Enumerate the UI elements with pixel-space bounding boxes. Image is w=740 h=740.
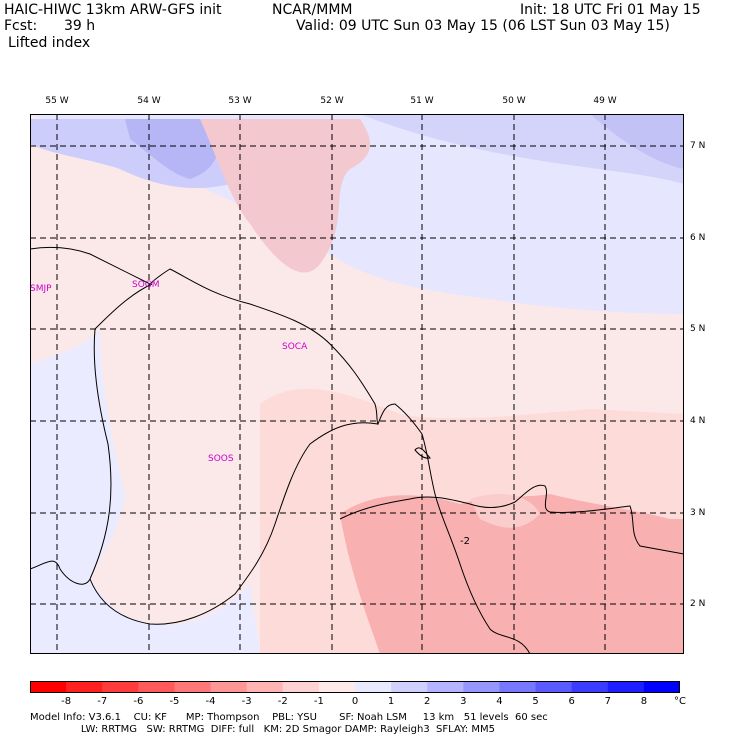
- org-label: NCAR/MMM: [272, 2, 353, 18]
- lon-label: 54 W: [137, 96, 161, 106]
- colorbar: [30, 681, 680, 693]
- contour-label: -2: [460, 536, 470, 547]
- field-region-negative-1: [200, 119, 370, 273]
- colorbar-tick-label: 1: [387, 696, 395, 707]
- colorbar-swatch: [463, 681, 500, 693]
- colorbar-tick-label: -5: [169, 696, 180, 707]
- field-region-positive-5: [590, 114, 684, 169]
- colorbar-swatch: [174, 681, 212, 693]
- station-label: SOCA: [282, 342, 308, 352]
- colorbar-tick-label: 8: [640, 696, 648, 707]
- model-info-line2: LW: RRTMG SW: RRTMG DIFF: full KM: 2D Sm…: [30, 724, 495, 735]
- field-region-negative-3: [340, 494, 684, 654]
- colorbar-tick-label: 2: [424, 696, 431, 707]
- colorbar-swatch: [210, 681, 248, 693]
- colorbar-swatch: [246, 681, 284, 693]
- lon-label: 51 W: [410, 96, 434, 106]
- colorbar-tick-label: 6: [568, 696, 575, 707]
- valid-time: Valid: 09 UTC Sun 03 May 15 (06 LST Sun …: [296, 18, 670, 34]
- colorbar-tick-label: -3: [241, 696, 252, 707]
- colorbar-swatch: [138, 681, 175, 693]
- map-frame: [30, 114, 684, 654]
- colorbar-swatch: [427, 681, 464, 693]
- colorbar-tick-label: -7: [97, 696, 108, 707]
- lon-label: 52 W: [320, 96, 344, 106]
- colorbar-swatch: [102, 681, 139, 693]
- colorbar-swatch: [499, 681, 537, 693]
- field-region-land-west: [30, 329, 260, 654]
- lon-label: 49 W: [593, 96, 617, 106]
- colorbar-tick-label: 0: [351, 696, 359, 707]
- colorbar-tick-label: -8: [61, 696, 72, 707]
- station-label: SOOS: [208, 454, 234, 464]
- lat-label: 3 N: [690, 508, 706, 518]
- colorbar-tick-label: 5: [532, 696, 539, 707]
- field-region-negative-4: [470, 494, 540, 528]
- colorbar-tick-label: -4: [205, 696, 216, 707]
- lat-label: 7 N: [690, 141, 706, 151]
- field-name: Lifted index: [8, 35, 91, 51]
- colorbar-tick-label: -2: [277, 696, 288, 707]
- lifted-index-map: [30, 114, 684, 654]
- colorbar-swatch: [391, 681, 428, 693]
- colorbar-frame: [30, 681, 680, 693]
- lon-label: 50 W: [502, 96, 526, 106]
- colorbar-swatch: [282, 681, 320, 693]
- colorbar-tick-label: -6: [133, 696, 144, 707]
- model-info-line1: Model Info: V3.6.1 CU: KF MP: Thompson P…: [30, 712, 548, 723]
- colorbar-swatch: [607, 681, 645, 693]
- lon-label: 55 W: [45, 96, 69, 106]
- colorbar-swatch: [571, 681, 609, 693]
- lon-label: 53 W: [228, 96, 252, 106]
- colorbar-tick-label: 4: [496, 696, 503, 707]
- colorbar-unit: °C: [674, 696, 686, 707]
- field-region-positive-3: [125, 119, 219, 179]
- coastline: [30, 246, 531, 654]
- colorbar-tick-label: 3: [460, 696, 467, 707]
- lat-lon-grid: [30, 114, 684, 654]
- colorbar-tick-label: -1: [313, 696, 324, 707]
- init-time: Init: 18 UTC Fri 01 May 15: [520, 2, 701, 18]
- colorbar-swatch: [355, 681, 392, 693]
- station-label: SOGM: [132, 280, 160, 290]
- forecast-hour: 39 h: [64, 18, 96, 34]
- colorbar-swatch: [66, 681, 103, 693]
- colorbar-swatch: [30, 681, 67, 693]
- colorbar-swatch: [643, 681, 680, 693]
- field-region-positive-4: [360, 114, 684, 184]
- colorbar-swatch: [318, 681, 356, 693]
- colorbar-swatch: [535, 681, 573, 693]
- colorbar-tick-label: 7: [604, 696, 611, 707]
- forecast-label: Fcst:: [4, 18, 38, 34]
- station-label: SMJP: [30, 284, 52, 294]
- lat-label: 4 N: [690, 416, 706, 426]
- lat-label: 6 N: [690, 233, 706, 243]
- lat-label: 5 N: [690, 324, 706, 334]
- model-title: HAIC-HIWC 13km ARW-GFS init: [4, 2, 222, 18]
- contour-line: [339, 484, 684, 555]
- lat-label: 2 N: [690, 599, 706, 609]
